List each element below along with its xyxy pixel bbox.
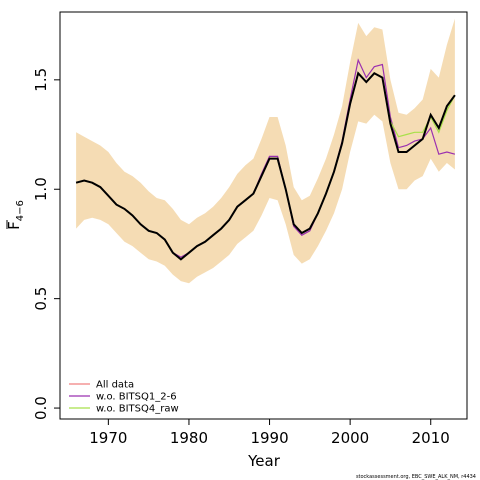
x-tick-label: 1990 — [250, 429, 288, 447]
confidence-band — [76, 18, 455, 284]
legend-label-all-data: All data — [96, 380, 134, 391]
x-tick-label: 1970 — [89, 429, 127, 447]
x-axis-title: Year — [247, 452, 281, 470]
y-tick-label: 1.5 — [32, 68, 50, 92]
y-axis: 0.0 0.5 1.0 1.5 — [32, 68, 60, 420]
main-estimate-layer — [75, 71, 456, 261]
legend-label-bitsq1: w.o. BITSQ1_2-6 — [96, 392, 177, 403]
plot-frame — [59, 11, 468, 420]
footnote: stockassessment.org, EBC_SWE_ALK_NM, r44… — [356, 474, 476, 480]
main-estimate-line — [75, 71, 456, 261]
legend-label-bitsq4: w.o. BITSQ4_raw — [96, 404, 179, 415]
x-tick-label: 2010 — [412, 429, 450, 447]
x-axis: 1970 1980 1990 2000 2010 — [89, 419, 450, 447]
y-tick-label: 0.0 — [32, 396, 50, 420]
x-tick-label: 2000 — [331, 429, 369, 447]
y-tick-label: 1.0 — [32, 177, 50, 201]
y-axis-title-sub: 4−6 — [15, 200, 26, 221]
x-tick-label: 1980 — [170, 429, 208, 447]
y-axis-title: F4−6 — [5, 200, 26, 230]
y-axis-title-main: F — [5, 221, 23, 230]
y-tick-label: 0.5 — [32, 287, 50, 311]
svg-text:F4−6: F4−6 — [5, 200, 26, 230]
confidence-band-layer — [76, 18, 455, 284]
